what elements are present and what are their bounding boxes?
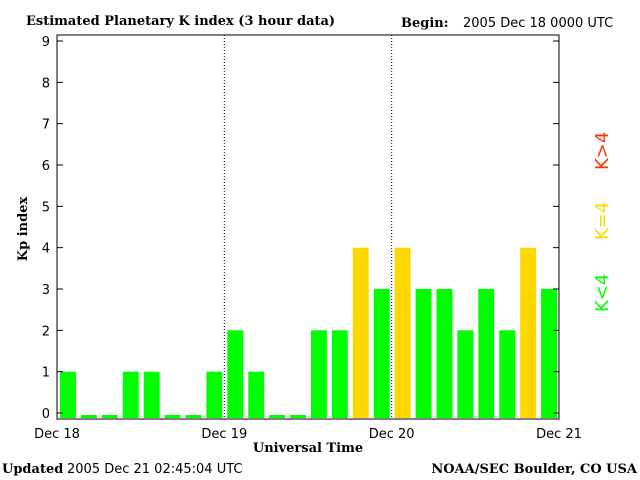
kp-bar <box>457 330 474 418</box>
y-tick-label: 6 <box>42 159 50 174</box>
y-tick-labels: 0 1 2 3 4 5 6 7 8 9 <box>42 35 50 422</box>
legend-k-eq-4: K=4 <box>592 202 613 240</box>
y-axis-label: Kp index <box>16 197 31 262</box>
kp-bar <box>331 330 348 418</box>
kp-bar <box>206 371 223 418</box>
kp-bar <box>436 289 453 418</box>
x-tick-labels: Dec 18 Dec 19 Dec 20 Dec 21 <box>34 427 582 442</box>
y-tick-label: 5 <box>42 200 50 215</box>
legend-k-gt-4: K>4 <box>592 132 613 170</box>
y-tick-label: 3 <box>42 283 50 298</box>
bars-group <box>60 247 557 418</box>
kp-bar <box>394 247 411 418</box>
legend-k-lt-4: K<4 <box>592 274 613 312</box>
kp-bar <box>269 415 286 418</box>
kp-bar <box>373 289 390 418</box>
kp-bar <box>185 415 202 418</box>
y-tick-label: 7 <box>42 118 50 133</box>
kp-bar <box>248 371 265 418</box>
x-tick-label: Dec 20 <box>369 427 415 442</box>
kp-bar <box>227 330 244 418</box>
kp-bar <box>415 289 432 418</box>
x-tick-label: Dec 21 <box>536 427 582 442</box>
ticks-group <box>57 40 559 414</box>
y-tick-label: 8 <box>42 76 50 91</box>
kp-bar <box>80 415 97 418</box>
x-tick-label: Dec 18 <box>34 427 80 442</box>
begin-label: Begin: <box>401 16 449 31</box>
updated-value: 2005 Dec 21 02:45:04 UTC <box>67 462 242 477</box>
y-tick-label: 4 <box>42 242 50 257</box>
day-separators <box>223 35 393 419</box>
kp-bar <box>101 415 118 418</box>
x-tick-label: Dec 19 <box>201 427 247 442</box>
chart-title: Estimated Planetary K index (3 hour data… <box>26 14 335 29</box>
y-tick-label: 9 <box>42 35 50 50</box>
kp-bar <box>290 415 306 418</box>
plot-frame <box>56 34 560 420</box>
kp-bar <box>143 371 160 418</box>
updated-label: Updated <box>2 462 63 477</box>
y-tick-label: 1 <box>42 366 50 381</box>
kp-bar <box>164 415 181 418</box>
source-credit: NOAA/SEC Boulder, CO USA <box>431 462 638 477</box>
y-tick-label: 0 <box>42 407 50 422</box>
y-tick-label: 2 <box>42 324 50 339</box>
kp-bar <box>541 289 557 418</box>
kp-bar <box>352 247 369 418</box>
kp-bar <box>478 289 495 418</box>
kp-bar <box>60 371 76 418</box>
begin-value: 2005 Dec 18 0000 UTC <box>463 16 613 31</box>
x-axis-label: Universal Time <box>253 441 363 456</box>
kp-bar <box>122 371 139 418</box>
kp-bar <box>520 247 537 418</box>
kp-bar <box>499 330 516 418</box>
kp-bar <box>311 330 327 418</box>
